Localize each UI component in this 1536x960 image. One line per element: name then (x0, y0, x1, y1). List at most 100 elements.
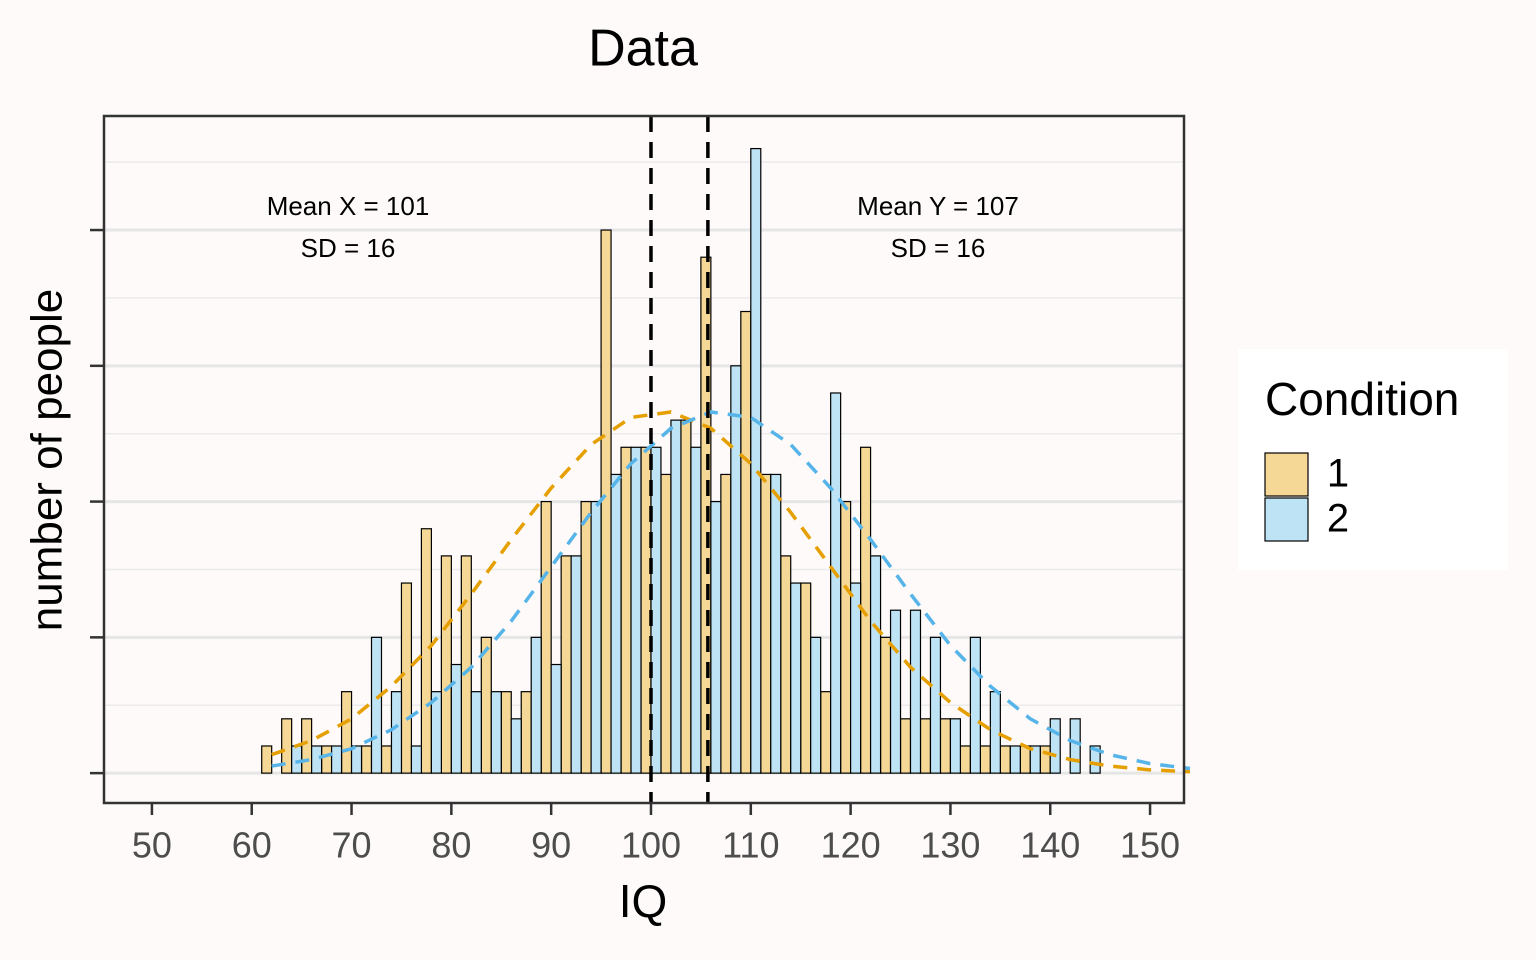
legend-key (1264, 452, 1309, 497)
bar (850, 582, 862, 774)
bar (600, 229, 612, 774)
bar (301, 718, 313, 774)
bar (830, 392, 842, 774)
bar (340, 691, 353, 774)
x-tick-label: 80 (431, 825, 471, 866)
bar (530, 636, 542, 774)
legend-label: 2 (1327, 497, 1349, 541)
bar (969, 636, 981, 774)
bar (460, 555, 472, 774)
bar (810, 636, 822, 774)
bar (291, 745, 303, 774)
bar (820, 691, 832, 774)
bar (989, 691, 1001, 774)
bar (1089, 745, 1101, 774)
bar (760, 473, 772, 774)
bar (490, 691, 502, 774)
bar (550, 663, 562, 774)
bar (1049, 718, 1061, 774)
bar (370, 636, 383, 774)
x-tick-label: 110 (722, 825, 779, 866)
bar (440, 555, 452, 774)
bar (770, 473, 782, 774)
bar (360, 745, 373, 774)
bar (311, 745, 323, 774)
bar (1069, 718, 1081, 774)
bar (949, 718, 962, 774)
bar (840, 500, 852, 774)
bar (420, 528, 432, 774)
legend-label: 1 (1327, 452, 1349, 496)
bar (1009, 745, 1021, 774)
bar (690, 446, 702, 774)
bar (660, 473, 672, 774)
bar (510, 718, 522, 774)
bar (909, 609, 922, 774)
x-tick-label: 140 (1020, 825, 1080, 866)
bar (780, 555, 792, 774)
bar (730, 365, 742, 774)
bar (500, 691, 512, 774)
bar (261, 745, 273, 774)
chart-title: Data (588, 20, 698, 78)
bar (390, 691, 403, 774)
bar (720, 473, 732, 774)
y-axis-label: number of people (23, 289, 72, 631)
x-tick-label: 50 (132, 825, 172, 866)
bar (939, 718, 952, 774)
annotation: SD = 16 (301, 233, 396, 263)
bar (1019, 745, 1031, 774)
bar (800, 582, 812, 774)
x-tick-label: 70 (332, 825, 372, 866)
annotation: SD = 16 (891, 233, 986, 263)
legend-key (1264, 497, 1309, 542)
bar (570, 555, 582, 774)
x-tick-label: 150 (1120, 825, 1180, 866)
bar (410, 745, 423, 774)
x-tick-label: 130 (920, 825, 980, 866)
x-tick-label: 60 (232, 825, 272, 866)
bar (330, 745, 343, 774)
bar (520, 691, 532, 774)
bar (580, 500, 592, 774)
plot-border (102, 114, 1186, 805)
density-curve (271, 410, 1191, 771)
x-tick-label: 100 (621, 825, 681, 866)
annotation: Mean X = 101 (267, 191, 430, 221)
bar (670, 419, 682, 774)
bar (710, 500, 722, 774)
bar (869, 555, 882, 774)
annotation: Mean Y = 107 (857, 191, 1019, 221)
bar (450, 663, 462, 774)
bar (919, 718, 932, 774)
bar (680, 419, 692, 774)
bar (540, 500, 552, 774)
bar (350, 745, 363, 774)
bar (400, 582, 413, 774)
bar (790, 582, 802, 774)
bar (380, 745, 393, 774)
bar (889, 609, 902, 774)
bar (1039, 745, 1051, 774)
bar (1029, 745, 1041, 774)
bar (929, 636, 942, 774)
bar (470, 691, 482, 774)
bar (979, 745, 991, 774)
bar (430, 691, 442, 774)
x-tick-label: 90 (531, 825, 571, 866)
bar (879, 636, 892, 774)
bar (740, 310, 752, 774)
density-curve (271, 410, 1191, 774)
bar (620, 446, 632, 774)
bar (560, 555, 572, 774)
bar (750, 147, 762, 774)
bar (610, 473, 622, 774)
bar (590, 500, 602, 774)
bar (480, 636, 492, 774)
bar (999, 745, 1011, 774)
x-tick-label: 120 (821, 825, 881, 866)
bar (320, 745, 333, 774)
x-axis-label: IQ (619, 875, 668, 927)
bar (959, 745, 971, 774)
